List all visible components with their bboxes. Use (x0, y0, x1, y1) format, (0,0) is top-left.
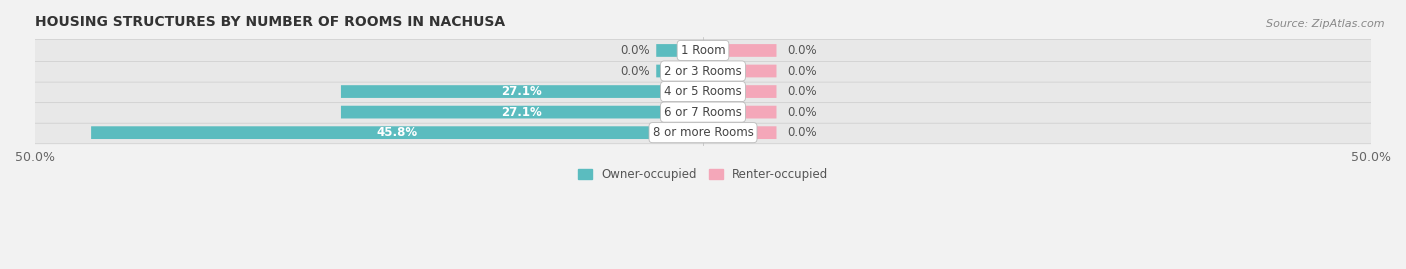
Text: 2 or 3 Rooms: 2 or 3 Rooms (664, 65, 742, 77)
FancyBboxPatch shape (91, 126, 703, 139)
Text: 0.0%: 0.0% (787, 126, 817, 139)
Text: 0.0%: 0.0% (787, 65, 817, 77)
FancyBboxPatch shape (657, 65, 703, 77)
Text: 45.8%: 45.8% (377, 126, 418, 139)
FancyBboxPatch shape (32, 80, 1374, 103)
Text: 27.1%: 27.1% (502, 85, 543, 98)
FancyBboxPatch shape (32, 39, 1374, 62)
Text: 0.0%: 0.0% (620, 44, 650, 57)
Text: 0.0%: 0.0% (787, 44, 817, 57)
FancyBboxPatch shape (32, 122, 1374, 144)
FancyBboxPatch shape (703, 44, 776, 57)
Text: 1 Room: 1 Room (681, 44, 725, 57)
Text: Source: ZipAtlas.com: Source: ZipAtlas.com (1267, 19, 1385, 29)
Text: 0.0%: 0.0% (620, 65, 650, 77)
Text: HOUSING STRUCTURES BY NUMBER OF ROOMS IN NACHUSA: HOUSING STRUCTURES BY NUMBER OF ROOMS IN… (35, 15, 505, 29)
FancyBboxPatch shape (703, 126, 776, 139)
FancyBboxPatch shape (32, 60, 1374, 82)
Text: 27.1%: 27.1% (502, 106, 543, 119)
FancyBboxPatch shape (703, 85, 776, 98)
Text: 6 or 7 Rooms: 6 or 7 Rooms (664, 106, 742, 119)
FancyBboxPatch shape (32, 101, 1374, 123)
FancyBboxPatch shape (340, 106, 703, 118)
FancyBboxPatch shape (703, 106, 776, 118)
Text: 0.0%: 0.0% (787, 106, 817, 119)
Text: 0.0%: 0.0% (787, 85, 817, 98)
FancyBboxPatch shape (657, 44, 703, 57)
FancyBboxPatch shape (340, 85, 703, 98)
Text: 4 or 5 Rooms: 4 or 5 Rooms (664, 85, 742, 98)
Text: 8 or more Rooms: 8 or more Rooms (652, 126, 754, 139)
Legend: Owner-occupied, Renter-occupied: Owner-occupied, Renter-occupied (572, 163, 834, 186)
FancyBboxPatch shape (703, 65, 776, 77)
